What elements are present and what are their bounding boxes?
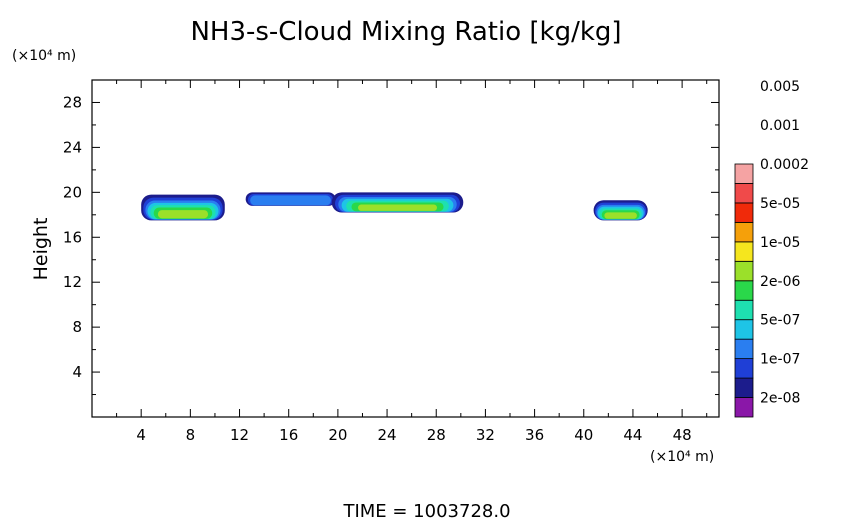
y-axis-label: Height — [30, 218, 52, 281]
cloud-field — [141, 192, 648, 221]
y-tick-label: 8 — [72, 318, 82, 336]
x-tick-label: 12 — [230, 426, 249, 444]
colorbar-label: 2e-08 — [760, 391, 800, 407]
colorbar-swatch — [734, 260, 754, 282]
colorbar-swatch — [734, 377, 754, 398]
colorbar-label: 2e-06 — [760, 274, 800, 290]
y-axis: 4 8 12 16 20 24 28 — [63, 93, 719, 396]
colorbar-swatch — [734, 163, 754, 184]
colorbar-swatch — [734, 397, 754, 418]
x-tick-label: 24 — [378, 426, 397, 444]
cloud-contour — [250, 195, 331, 206]
y-tick-label: 20 — [63, 183, 82, 201]
colorbar-swatch — [734, 319, 754, 340]
colorbar-label: 1e-07 — [760, 352, 800, 368]
x-tick-label: 20 — [328, 426, 347, 444]
colorbar-swatch — [734, 241, 754, 262]
x-axis-unit: (×10⁴ m) — [650, 449, 714, 465]
x-tick-label: 44 — [623, 426, 642, 444]
colorbar-swatch — [734, 338, 754, 360]
time-footer: TIME = 1003728.0 — [342, 501, 510, 519]
cloud-region — [331, 192, 464, 213]
x-axis: 4 8 12 16 20 24 28 32 36 40 44 48 — [116, 80, 708, 444]
colorbar-swatch — [734, 202, 754, 223]
colorbar-swatch — [734, 280, 754, 301]
colorbar-label: 0.001 — [760, 118, 800, 134]
chart-title: NH3-s-Cloud Mixing Ratio [kg/kg] — [190, 17, 621, 47]
x-tick-label: 32 — [476, 426, 495, 444]
x-tick-label: 16 — [279, 426, 298, 444]
colorbar-label: 1e-05 — [760, 235, 800, 251]
colorbar-label: 5e-07 — [760, 313, 800, 329]
colorbar-swatch — [734, 183, 754, 204]
colorbar-swatch — [734, 358, 754, 379]
colorbar: 2e-08 1e-07 5e-07 2e-06 1e-05 5e-05 0.0002 0.00… — [734, 79, 809, 418]
cloud-contour — [358, 204, 437, 211]
colorbar-swatch — [734, 299, 754, 321]
colorbar-label: 0.005 — [760, 79, 800, 95]
colorbar-label: 0.0002 — [760, 157, 809, 173]
cloud-region — [245, 192, 336, 206]
x-tick-label: 48 — [673, 426, 692, 444]
y-axis-unit: (×10⁴ m) — [12, 48, 76, 64]
y-tick-label: 12 — [63, 273, 82, 291]
cloud-region — [593, 200, 648, 221]
x-tick-label: 8 — [186, 426, 196, 444]
y-tick-label: 16 — [63, 228, 82, 246]
x-tick-label: 4 — [136, 426, 146, 444]
x-tick-label: 40 — [574, 426, 593, 444]
colorbar-label: 5e-05 — [760, 196, 800, 212]
x-tick-label: 28 — [427, 426, 446, 444]
plot-frame — [91, 79, 720, 418]
cloud-contour — [157, 210, 209, 219]
y-tick-label: 28 — [63, 93, 82, 111]
y-tick-label: 4 — [72, 363, 82, 381]
cloud-contour — [604, 212, 637, 219]
x-tick-label: 36 — [525, 426, 544, 444]
y-tick-label: 24 — [63, 138, 82, 156]
cloud-region — [141, 194, 225, 221]
colorbar-swatch — [734, 221, 754, 243]
